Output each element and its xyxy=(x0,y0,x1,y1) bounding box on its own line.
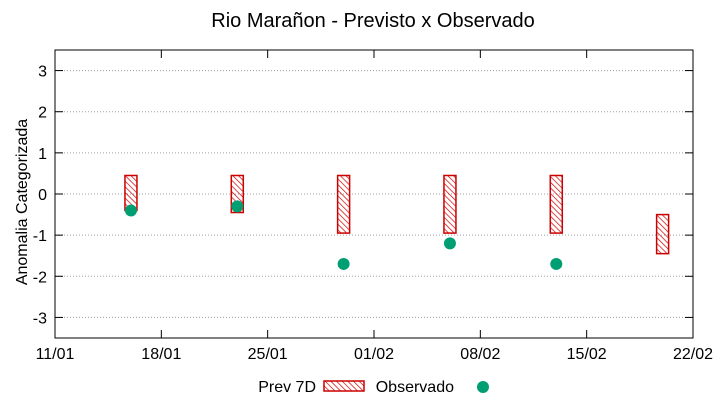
y-tick-label: -2 xyxy=(33,269,47,286)
prev-7d-bar xyxy=(443,174,457,234)
x-tick-label: 11/01 xyxy=(36,346,75,363)
x-tick-label: 08/02 xyxy=(460,346,500,363)
grid xyxy=(55,70,693,318)
prev-7d-bar xyxy=(336,174,351,234)
y-tick-label: 0 xyxy=(38,187,47,204)
legend-label-observado: Observado xyxy=(376,379,454,396)
y-tick-label: -3 xyxy=(33,310,47,327)
plot-frame xyxy=(54,49,694,339)
legend-swatch-prev xyxy=(323,380,365,392)
observado-point xyxy=(231,200,244,213)
observado-point xyxy=(443,237,456,250)
observado-point xyxy=(337,257,350,270)
observado-point xyxy=(124,204,137,217)
legend-swatch-observado xyxy=(477,381,489,393)
x-tick-label: 25/01 xyxy=(248,346,288,363)
y-tick-label: 2 xyxy=(38,105,47,122)
legend-label-prev: Prev 7D xyxy=(258,379,316,396)
observado-series xyxy=(124,200,563,270)
legend: Prev 7D Observado xyxy=(258,379,489,396)
y-tick-label: -1 xyxy=(33,228,47,245)
y-tick-label: 3 xyxy=(38,64,47,81)
axes: -3 -2 -1 0 1 2 3 11/01 18/01 25/01 01/02 08/02 15/02… xyxy=(33,49,713,363)
x-tick-label: 01/02 xyxy=(354,346,394,363)
y-tick-label: 1 xyxy=(38,146,47,163)
observado-point xyxy=(550,257,563,270)
x-tick-label: 22/02 xyxy=(673,346,713,363)
x-tick-label: 18/01 xyxy=(141,346,181,363)
prev-7d-bar xyxy=(655,213,670,255)
prev-7d-series xyxy=(124,174,670,255)
prev-7d-bar xyxy=(549,174,564,234)
y-axis-label: Anomalia Categorizada xyxy=(14,119,31,285)
chart-title: Rio Marañon - Previsto x Observado xyxy=(211,10,534,32)
x-tick-label: 15/02 xyxy=(567,346,607,363)
